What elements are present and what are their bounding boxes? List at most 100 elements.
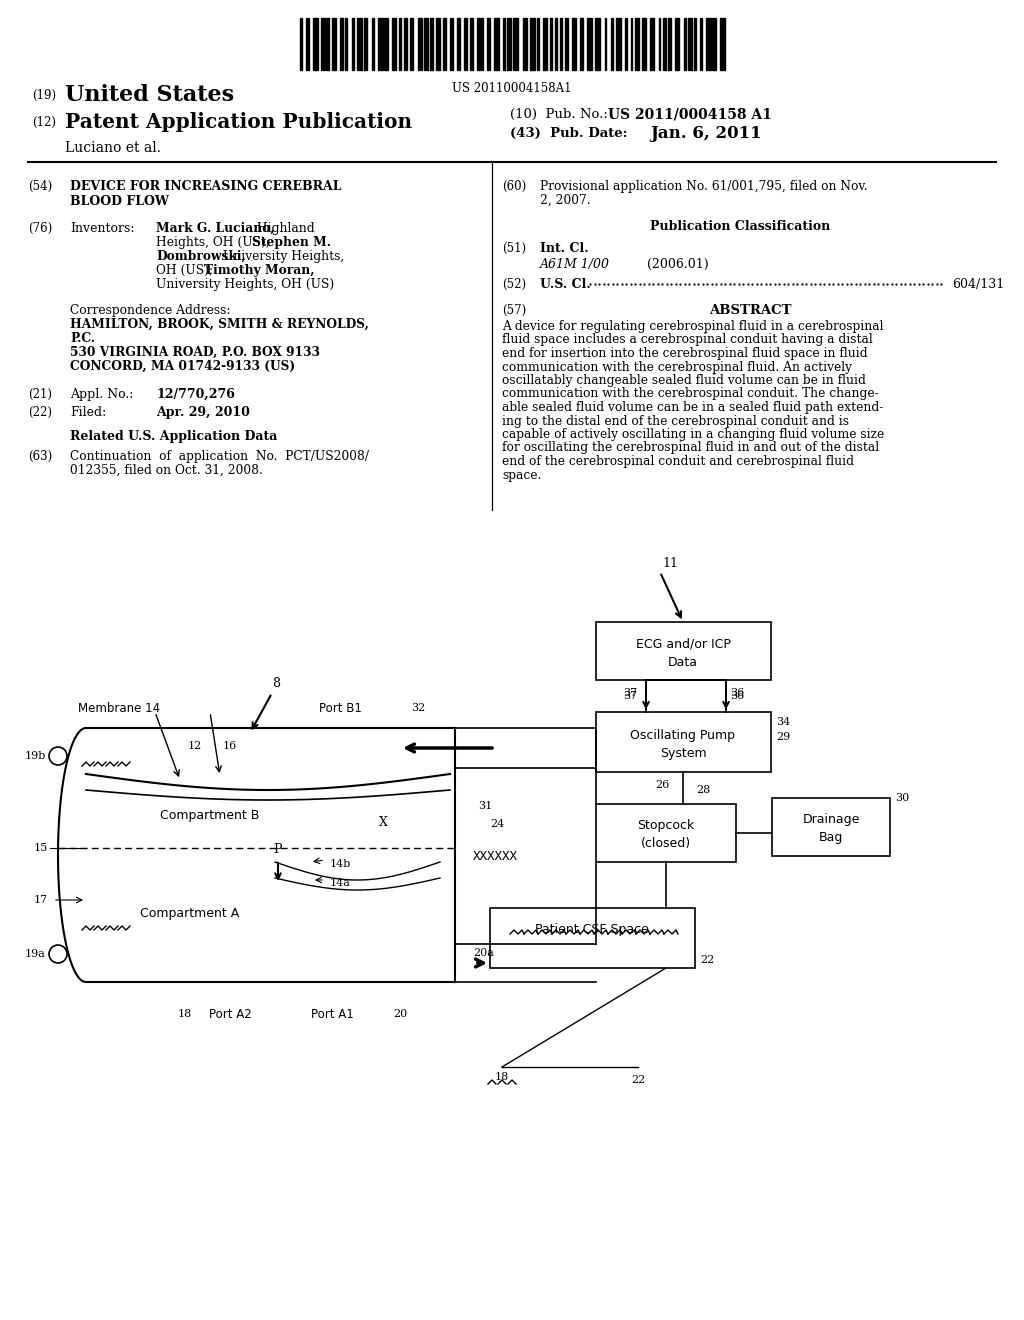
Bar [596, 622, 771, 680]
Text: 36: 36 [730, 690, 744, 701]
Bar [560, 18, 562, 70]
Bar [345, 18, 347, 70]
Text: 20a: 20a [473, 948, 494, 958]
Bar [495, 18, 499, 70]
Text: (closed): (closed) [641, 837, 691, 850]
Text: 12/770,276: 12/770,276 [156, 388, 234, 401]
Text: 24: 24 [489, 818, 504, 829]
Bar [713, 18, 716, 70]
Text: Stopcock: Stopcock [637, 820, 694, 833]
Text: Timothy Moran,: Timothy Moran, [204, 264, 314, 277]
Text: Jan. 6, 2011: Jan. 6, 2011 [650, 124, 762, 141]
Text: P.C.: P.C. [70, 333, 95, 345]
Text: (51): (51) [502, 242, 526, 255]
Text: ing to the distal end of the cerebrospinal conduit and is: ing to the distal end of the cerebrospin… [502, 414, 849, 428]
Text: Publication Classification: Publication Classification [650, 220, 830, 234]
Text: 37: 37 [623, 688, 637, 698]
Text: Highland: Highland [253, 222, 314, 235]
Text: (22): (22) [28, 407, 52, 418]
Text: Drainage: Drainage [803, 813, 860, 826]
Text: US 2011/0004158 A1: US 2011/0004158 A1 [608, 107, 772, 121]
Text: 18: 18 [495, 1072, 509, 1082]
Bar [487, 18, 490, 70]
Text: (57): (57) [502, 304, 526, 317]
Bar [464, 18, 467, 70]
Text: (21): (21) [28, 388, 52, 401]
Text: 28: 28 [696, 785, 711, 795]
Text: Filed:: Filed: [70, 407, 106, 418]
Text: 19b: 19b [25, 751, 46, 762]
Bar [555, 18, 557, 70]
Text: X: X [379, 816, 387, 829]
Text: 37: 37 [623, 690, 637, 701]
Text: 14a: 14a [330, 878, 351, 888]
Text: Port A1: Port A1 [310, 1007, 353, 1020]
Text: Mark G. Luciano,: Mark G. Luciano, [156, 222, 274, 235]
Text: 14b: 14b [330, 859, 351, 869]
Text: fluid space includes a cerebrospinal conduit having a distal: fluid space includes a cerebrospinal con… [502, 334, 872, 346]
Bar [513, 18, 518, 70]
Text: (52): (52) [502, 279, 526, 290]
Bar [378, 18, 383, 70]
Text: XXXXXX: XXXXXX [473, 850, 518, 862]
Text: oscillatably changeable sealed fluid volume can be in fluid: oscillatably changeable sealed fluid vol… [502, 374, 866, 387]
Bar [572, 18, 577, 70]
Bar [537, 18, 540, 70]
Text: Membrane 14: Membrane 14 [78, 701, 160, 714]
Bar [450, 18, 453, 70]
Text: 11: 11 [662, 557, 678, 570]
Text: (10)  Pub. No.:: (10) Pub. No.: [510, 107, 608, 120]
Bar [720, 18, 725, 70]
Text: United States: United States [65, 84, 234, 106]
Text: (43)  Pub. Date:: (43) Pub. Date: [510, 127, 628, 140]
Text: (12): (12) [32, 116, 56, 128]
Bar [565, 18, 568, 70]
Text: Patent Application Publication: Patent Application Publication [65, 112, 412, 132]
Text: capable of actively oscillating in a changing fluid volume size: capable of actively oscillating in a cha… [502, 428, 885, 441]
Text: Apr. 29, 2010: Apr. 29, 2010 [156, 407, 250, 418]
Bar [306, 18, 309, 70]
Text: 31: 31 [478, 801, 493, 810]
Text: ECG and/or ICP: ECG and/or ICP [636, 638, 730, 651]
Text: (19): (19) [32, 88, 56, 102]
Text: A61M 1/00: A61M 1/00 [540, 257, 610, 271]
Text: 17: 17 [34, 895, 48, 906]
Text: Provisional application No. 61/001,795, filed on Nov.: Provisional application No. 61/001,795, … [540, 180, 867, 193]
Text: space.: space. [502, 469, 542, 482]
Text: ABSTRACT: ABSTRACT [709, 304, 792, 317]
Bar [442, 18, 445, 70]
Text: 19a: 19a [26, 949, 46, 960]
Text: DEVICE FOR INCREASING CEREBRAL: DEVICE FOR INCREASING CEREBRAL [70, 180, 341, 193]
Text: (54): (54) [28, 180, 52, 193]
Bar [663, 18, 667, 70]
Text: 30: 30 [895, 793, 909, 803]
Text: (60): (60) [502, 180, 526, 193]
Bar [300, 18, 302, 70]
Text: Compartment A: Compartment A [140, 907, 240, 920]
Text: 8: 8 [272, 677, 280, 690]
Bar [616, 18, 621, 70]
Bar [650, 18, 654, 70]
Text: Patient CSF Space: Patient CSF Space [536, 924, 649, 936]
Bar [580, 18, 583, 70]
Text: Inventors:: Inventors: [70, 222, 134, 235]
Bar [424, 18, 428, 70]
Text: Bag: Bag [819, 832, 843, 845]
Text: (63): (63) [28, 450, 52, 463]
Text: Data: Data [668, 656, 698, 668]
Bar [596, 18, 600, 70]
Text: (76): (76) [28, 222, 52, 235]
Bar [625, 18, 627, 70]
Bar [490, 908, 695, 968]
Text: 12: 12 [187, 741, 202, 751]
Text: CONCORD, MA 01742-9133 (US): CONCORD, MA 01742-9133 (US) [70, 360, 295, 374]
Text: Compartment B: Compartment B [160, 809, 259, 822]
Text: Stephen M.: Stephen M. [252, 236, 331, 249]
Bar [313, 18, 318, 70]
Bar [694, 18, 696, 70]
Bar [322, 18, 325, 70]
Bar [635, 18, 639, 70]
Bar [418, 18, 422, 70]
Text: end of the cerebrospinal conduit and cerebrospinal fluid: end of the cerebrospinal conduit and cer… [502, 455, 854, 469]
Text: end for insertion into the cerebrospinal fluid space in fluid: end for insertion into the cerebrospinal… [502, 347, 867, 360]
